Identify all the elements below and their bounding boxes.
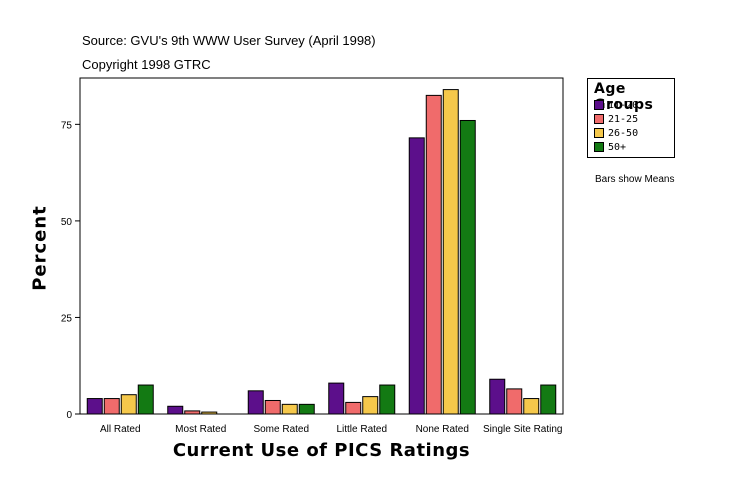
bar-21-25-little-rated	[345, 401, 362, 415]
bar-26-50-all-rated	[120, 394, 137, 415]
bar-21-25-single-site-rating	[506, 388, 523, 415]
legend-label-26-50: 26-50	[608, 128, 639, 139]
legend-item-21-25: 21-25	[594, 114, 638, 126]
y-axis-title: Percent	[29, 205, 51, 291]
x-axis-title: Current Use of PICS Ratings	[172, 440, 471, 461]
bar-50plus-little-rated	[379, 384, 396, 415]
x-tick-label: None Rated	[416, 424, 469, 435]
bar-26-50-some-rated	[281, 403, 298, 415]
bar-21-25-all-rated	[103, 398, 120, 415]
legend: Age Groups 11-20 21-25 26-50 50+	[587, 78, 675, 158]
bar-11-20-all-rated	[86, 398, 103, 415]
legend-item-26-50: 26-50	[594, 128, 638, 140]
y-tick-label: 75	[61, 120, 73, 131]
legend-swatch-21-25	[594, 114, 604, 124]
y-tick-label: 0	[66, 410, 72, 421]
y-tick-label: 50	[61, 217, 73, 228]
bar-11-20-little-rated	[328, 382, 345, 415]
bar-11-20-none-rated	[408, 137, 425, 415]
legend-item-50plus: 50+	[594, 142, 626, 154]
bar-21-25-most-rated	[184, 410, 201, 415]
legend-swatch-26-50	[594, 128, 604, 138]
x-tick-label: Some Rated	[253, 424, 309, 435]
x-tick-label: Most Rated	[175, 424, 226, 435]
bar-21-25-none-rated	[425, 94, 442, 415]
bar-50plus-none-rated	[459, 119, 476, 415]
source-text: Source: GVU's 9th WWW User Survey (April…	[82, 33, 376, 48]
bar-50plus-all-rated	[137, 384, 154, 415]
bar-21-25-some-rated	[264, 399, 281, 415]
legend-title: Age Groups	[594, 81, 654, 113]
legend-label-50plus: 50+	[608, 142, 627, 153]
x-tick-label: Single Site Rating	[483, 424, 563, 435]
bar-11-20-some-rated	[247, 390, 264, 415]
legend-swatch-11-20	[594, 100, 604, 110]
bars-note: Bars show Means	[595, 174, 675, 185]
x-tick-label: Little Rated	[336, 424, 387, 435]
bar-26-50-most-rated	[201, 411, 218, 415]
bar-11-20-single-site-rating	[489, 378, 506, 415]
legend-swatch-50plus	[594, 142, 604, 152]
bar-26-50-none-rated	[442, 89, 459, 415]
copyright-text: Copyright 1998 GTRC	[82, 57, 211, 72]
bar-50plus-single-site-rating	[540, 384, 557, 415]
bar-11-20-most-rated	[167, 405, 184, 415]
plot-area	[79, 77, 564, 415]
y-tick-label: 25	[61, 313, 73, 324]
legend-label-11-20: 11-20	[608, 100, 639, 111]
bar-26-50-single-site-rating	[523, 398, 540, 415]
bar-26-50-little-rated	[362, 396, 379, 415]
bar-50plus-some-rated	[298, 403, 315, 415]
legend-label-21-25: 21-25	[608, 114, 639, 125]
legend-item-11-20: 11-20	[594, 100, 638, 112]
x-tick-label: All Rated	[100, 424, 141, 435]
